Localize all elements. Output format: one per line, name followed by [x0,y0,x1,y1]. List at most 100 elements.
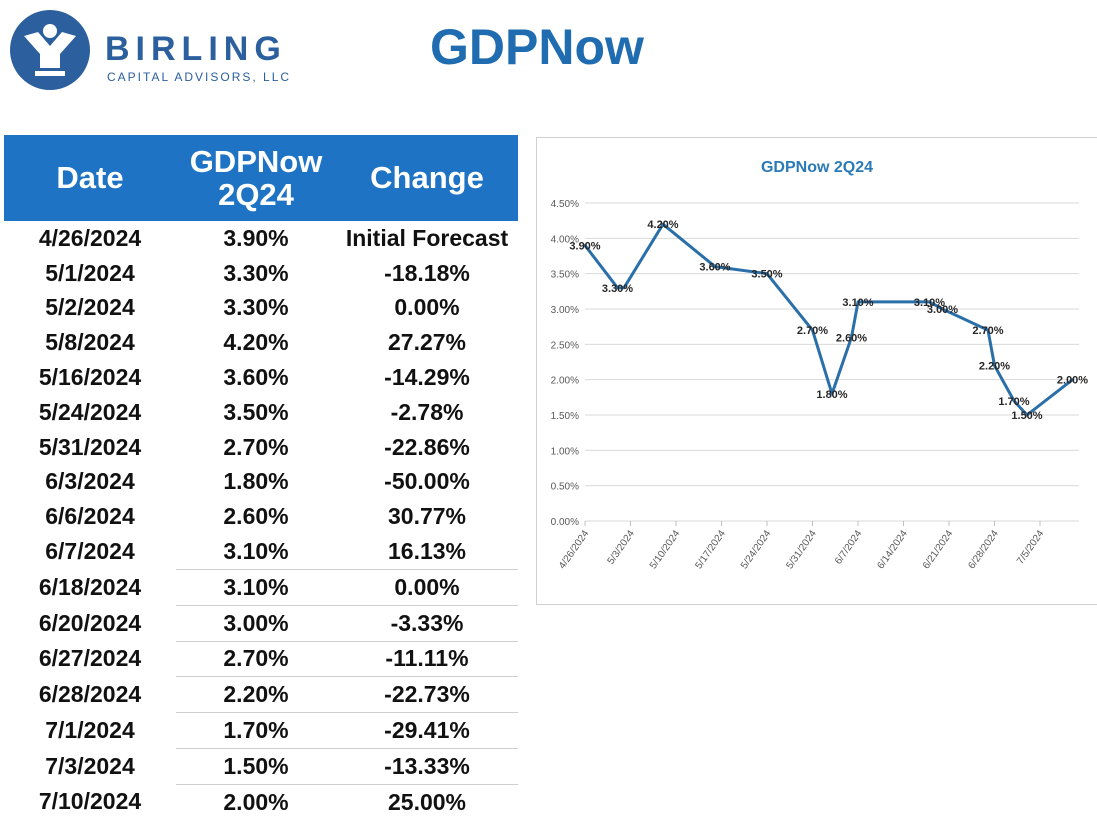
data-label: 3.10% [914,297,945,309]
cell-change: 25.00% [336,783,518,820]
cell-date: 6/6/2024 [45,503,135,530]
cell-change: -18.18% [384,259,470,286]
cell-gdpnow: 2.70% [223,433,289,460]
table-body: 4/26/2024 3.90% Initial Forecast 5/1/2024 3.… [4,221,518,820]
y-tick-label: 3.50% [551,270,579,281]
cell-date: 6/7/2024 [45,538,135,565]
cell-gdpnow: 1.80% [223,468,289,495]
table-row: 6/20/2024 3.00% -3.33% [4,604,518,642]
brand-subtitle: CAPITAL ADVISORS, LLC [107,70,292,84]
header-gdpnow: GDPNow 2Q24 [176,135,336,221]
cell-date: 5/24/2024 [38,398,142,425]
y-tick-label: 0.50% [551,482,579,493]
cell-gdpnow: 2.70% [176,640,336,677]
data-label: 3.10% [842,297,873,309]
data-label: 2.70% [797,325,828,337]
cell-change: 16.13% [387,538,466,565]
cell-change: -13.33% [336,747,518,785]
table-row: 7/10/2024 2.00% 25.00% [4,783,518,820]
cell-date: 5/2/2024 [45,294,135,321]
gdpnow-table: Date GDPNow 2Q24 Change 4/26/2024 3.90% In… [4,135,518,820]
table-row: 6/18/2024 3.10% 0.00% [4,568,518,606]
cell-change: -11.11% [336,640,518,677]
x-tick-label: 5/24/2024 [739,528,774,571]
x-tick-label: 4/26/2024 [557,528,592,571]
cell-change: -14.29% [384,364,470,391]
table-row: 6/6/2024 2.60% 30.77% [4,499,518,534]
cell-date: 6/28/2024 [38,681,142,708]
table-row: 7/1/2024 1.70% -29.41% [4,712,518,749]
y-tick-label: 0.00% [551,517,579,528]
x-tick-label: 6/7/2024 [833,528,865,567]
cell-gdpnow: 1.70% [176,712,336,749]
data-label: 2.60% [836,332,867,344]
data-label: 3.30% [602,283,633,295]
cell-date: 6/20/2024 [38,609,142,636]
table-row: 7/3/2024 1.50% -13.33% [4,747,518,785]
cell-change: -22.73% [336,676,518,713]
data-label: 3.50% [751,269,782,281]
cell-change: 30.77% [387,503,466,530]
table-row: 6/7/2024 3.10% 16.13% [4,534,518,569]
cell-gdpnow: 3.30% [223,259,289,286]
cell-change: -2.78% [390,398,464,425]
cell-change: 0.00% [394,294,460,321]
gdpnow-chart: GDPNow 2Q24 0.00% 0.50% 1.00% 1.50% 2.00% 2.50… [536,137,1097,605]
chart-title: GDPNow 2Q24 [761,159,873,176]
data-label: 1.80% [816,389,847,401]
table-row: 6/3/2024 1.80% -50.00% [4,465,518,500]
table-row: 5/8/2024 4.20% 27.27% [4,325,518,360]
y-tick-label: 3.00% [551,305,579,316]
y-tick-label: 2.00% [551,376,579,387]
data-label: 2.00% [1057,375,1088,387]
data-label: 4.20% [647,219,678,231]
chart-svg: GDPNow 2Q24 0.00% 0.50% 1.00% 1.50% 2.00% 2.50… [551,159,1089,571]
page-title: GDPNow [430,19,644,75]
y-tick-label: 1.00% [551,446,579,457]
cell-date: 5/31/2024 [38,433,142,460]
data-label: 1.50% [1011,410,1042,422]
cell-change: -3.33% [336,604,518,642]
x-tick-label: 5/31/2024 [784,528,819,571]
data-label: 1.70% [998,396,1029,408]
cell-gdpnow: 3.50% [223,398,289,425]
y-tick-label: 1.50% [551,411,579,422]
cell-change: 0.00% [336,568,518,606]
x-tick-label: 6/21/2024 [921,528,956,571]
data-label: 3.60% [699,262,730,274]
data-label: 3.90% [569,240,600,252]
cell-date: 6/27/2024 [38,645,142,672]
cell-gdpnow: 3.30% [223,294,289,321]
cell-date: 5/1/2024 [45,259,135,286]
cell-gdpnow: 1.50% [176,747,336,785]
y-tick-label: 2.50% [551,340,579,351]
cell-date: 6/18/2024 [38,573,142,600]
cell-change: Initial Forecast [345,224,509,251]
x-tick-label: 5/3/2024 [606,528,638,567]
table-row: 5/31/2024 2.70% -22.86% [4,430,518,465]
cell-date: 7/3/2024 [45,752,135,779]
cell-change: -50.00% [384,468,470,495]
x-tick-label: 6/14/2024 [875,528,910,571]
data-label: 2.20% [979,361,1010,373]
cell-gdpnow: 2.00% [176,783,336,820]
cell-gdpnow: 3.90% [223,224,289,251]
table-row: 4/26/2024 3.90% Initial Forecast [4,221,518,256]
header-change: Change [336,135,518,221]
cell-change: -22.86% [384,433,470,460]
cell-gdpnow: 2.20% [176,676,336,713]
cell-date: 6/3/2024 [45,468,135,495]
cell-date: 7/10/2024 [38,788,142,815]
brand-name: BIRLING [105,30,287,68]
cell-date: 5/16/2024 [38,364,142,391]
x-tick-label: 5/17/2024 [693,528,728,571]
cell-date: 5/8/2024 [45,329,135,356]
cell-change: -29.41% [336,712,518,749]
table-row: 6/28/2024 2.20% -22.73% [4,676,518,713]
x-tick-label: 5/10/2024 [648,528,683,571]
table-row: 5/1/2024 3.30% -18.18% [4,256,518,291]
cell-date: 7/1/2024 [45,717,135,744]
cell-gdpnow: 3.10% [223,538,289,565]
x-tick-label: 6/28/2024 [966,528,1001,571]
cell-change: 27.27% [387,329,466,356]
